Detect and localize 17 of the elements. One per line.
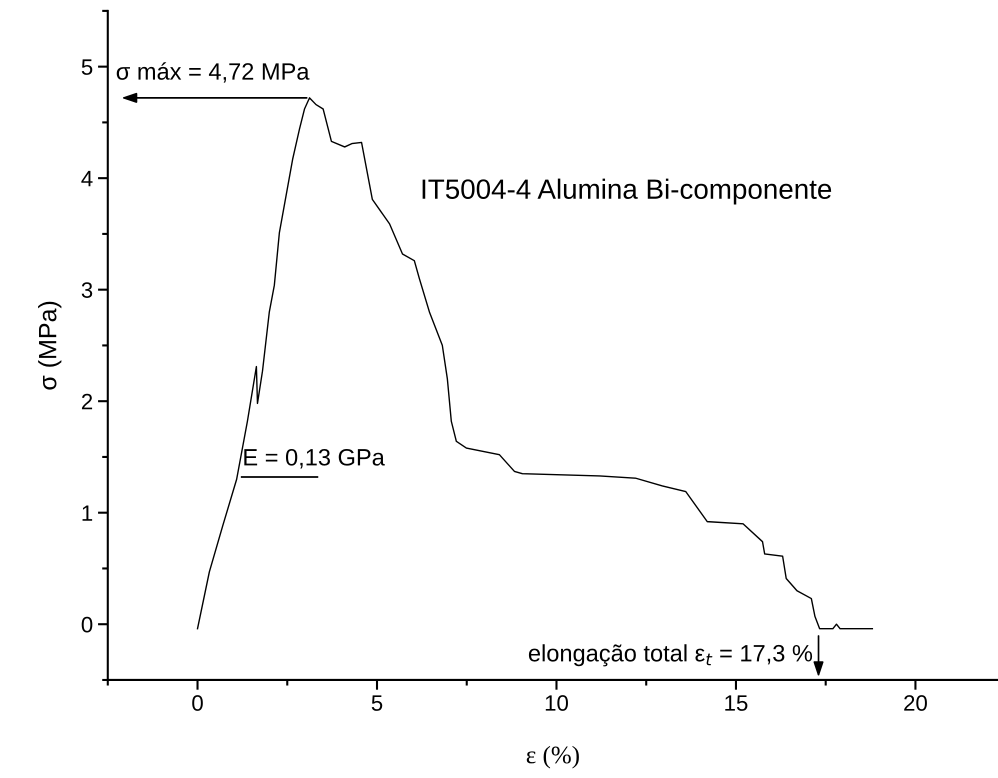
annotation: σ máx = 4,72 MPa: [116, 62, 310, 83]
series-label: IT5004-4 Alumina Bi-componente: [422, 178, 832, 204]
y-tick-label: 1: [82, 505, 92, 521]
x-tick-label: 10: [546, 695, 568, 711]
x-tick-label: 5: [372, 695, 382, 711]
y-tick-label: 3: [82, 282, 92, 298]
y-tick-label: 4: [81, 170, 93, 186]
x-axis-title: ε (%): [526, 746, 579, 768]
y-tick-label: 2: [82, 394, 92, 410]
x-tick-label: 20: [904, 695, 927, 711]
y-tick-label: 0: [82, 616, 92, 632]
x-tick-label: 15: [725, 695, 748, 711]
y-tick-label: 5: [82, 59, 92, 75]
x-tick-label: 0: [192, 695, 203, 711]
annotation: elongação total ε$_{t}$ = 17,3 %: [528, 644, 812, 666]
annotation: E = 0,13 GPa: [244, 448, 385, 468]
y-axis-title: σ (MPa): [38, 302, 62, 390]
